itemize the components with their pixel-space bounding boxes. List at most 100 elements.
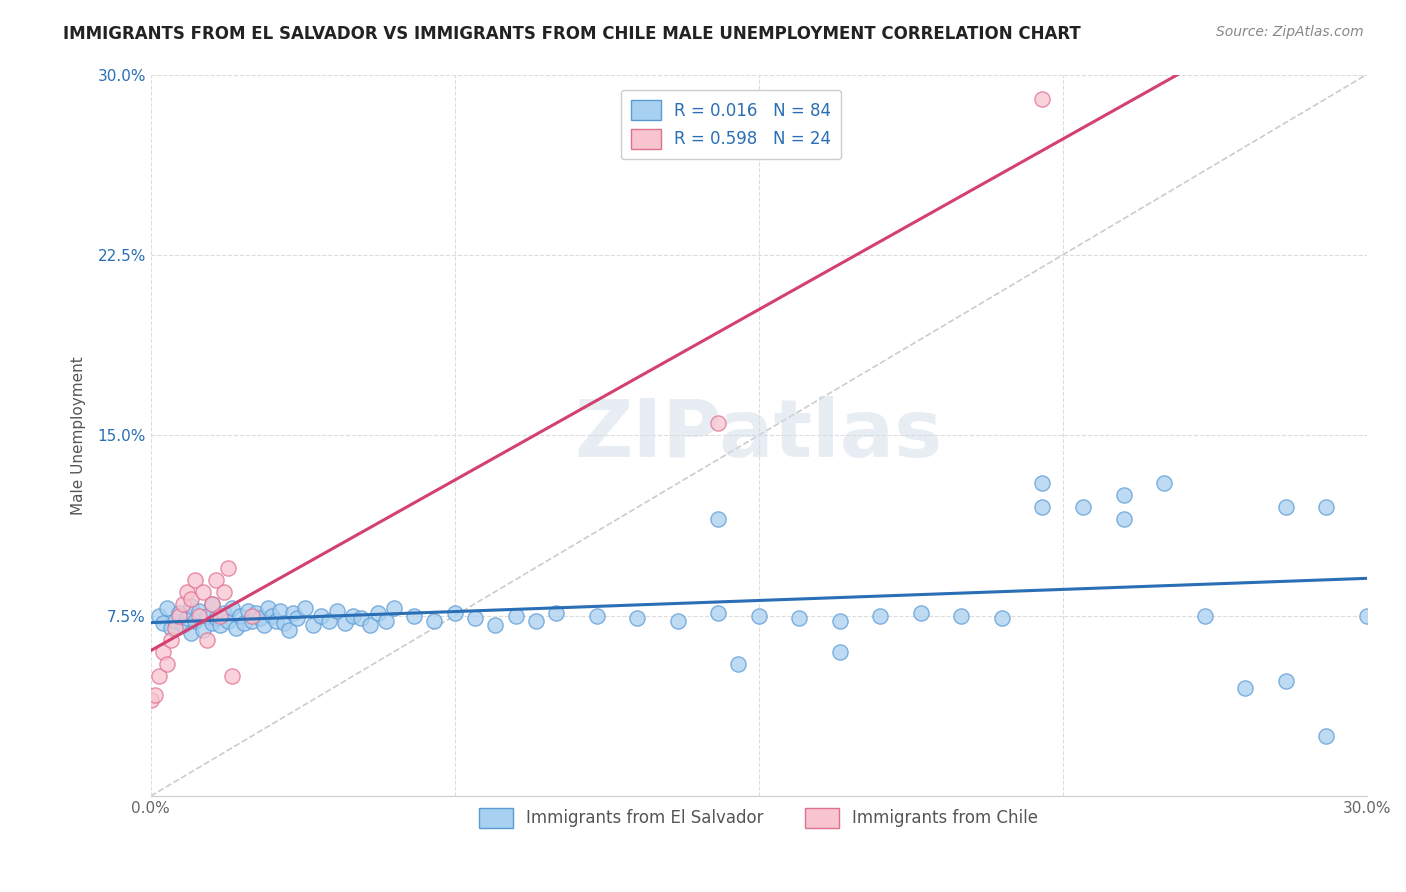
Point [404,608,426,623]
Point [443,607,465,621]
Point [233,615,256,630]
Point [188,604,211,618]
Point [787,611,810,625]
Point [212,584,235,599]
Point [208,608,231,623]
Point [294,601,316,615]
Point [200,597,222,611]
Point [335,615,357,630]
Point [176,611,198,625]
Point [176,584,198,599]
Point [204,573,226,587]
Point [193,623,215,637]
Point [160,621,183,635]
Point [359,618,381,632]
Legend: Immigrants from El Salvador, Immigrants from Chile: Immigrants from El Salvador, Immigrants … [472,801,1045,835]
Point [910,607,932,621]
Point [367,607,389,621]
Point [180,625,202,640]
Point [225,621,247,635]
Y-axis label: Male Unemployment: Male Unemployment [72,356,86,515]
Point [1274,673,1296,688]
Point [193,584,215,599]
Point [342,608,364,623]
Point [423,614,446,628]
Point [167,607,190,621]
Point [217,560,239,574]
Point [1112,488,1135,502]
Point [1355,608,1378,623]
Point [273,615,295,630]
Point [184,614,207,628]
Point [1274,500,1296,515]
Point [666,614,689,628]
Point [156,601,179,615]
Point [262,608,284,623]
Point [152,645,174,659]
Point [148,608,170,623]
Point [1315,729,1337,743]
Point [869,608,891,623]
Point [163,621,186,635]
Point [1112,512,1135,526]
Text: ZIPatlas: ZIPatlas [575,396,943,475]
Point [1194,608,1216,623]
Point [200,597,222,611]
Point [382,601,405,615]
Point [828,645,851,659]
Point [172,597,194,611]
Point [180,591,202,606]
Point [139,693,162,707]
Point [374,614,396,628]
Point [1031,500,1053,515]
Point [266,614,288,628]
Point [253,618,276,632]
Point [148,669,170,683]
Point [236,604,259,618]
Point [318,614,340,628]
Point [281,607,304,621]
Point [524,614,547,628]
Point [240,614,263,628]
Text: Source: ZipAtlas.com: Source: ZipAtlas.com [1216,25,1364,39]
Text: IMMIGRANTS FROM EL SALVADOR VS IMMIGRANTS FROM CHILE MALE UNEMPLOYMENT CORRELATI: IMMIGRANTS FROM EL SALVADOR VS IMMIGRANT… [63,25,1081,43]
Point [221,601,243,615]
Point [184,573,207,587]
Point [1031,92,1053,106]
Point [249,611,271,625]
Point [350,611,373,625]
Point [269,604,291,618]
Point [302,618,325,632]
Point [1031,476,1053,491]
Point [208,618,231,632]
Point [245,607,267,621]
Point [828,614,851,628]
Point [152,615,174,630]
Point [707,512,730,526]
Point [1315,500,1337,515]
Point [991,611,1014,625]
Point [326,604,349,618]
Point [748,608,770,623]
Point [257,601,280,615]
Point [160,632,183,647]
Point [707,417,730,431]
Point [277,623,299,637]
Point [1071,500,1094,515]
Point [229,608,252,623]
Point [505,608,527,623]
Point [163,614,186,628]
Point [188,608,211,623]
Point [484,618,506,632]
Point [1153,476,1175,491]
Point [197,632,219,647]
Point [180,599,202,613]
Point [172,618,194,632]
Point [197,608,219,623]
Point [727,657,749,671]
Point [240,608,263,623]
Point [626,611,648,625]
Point [1234,681,1257,695]
Point [167,608,190,623]
Point [707,607,730,621]
